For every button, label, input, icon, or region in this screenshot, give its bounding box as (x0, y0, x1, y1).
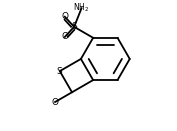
Text: O: O (61, 32, 68, 41)
Text: O: O (52, 97, 59, 107)
Text: NH$_2$: NH$_2$ (73, 2, 90, 15)
Text: S: S (56, 67, 62, 76)
Text: S: S (71, 22, 77, 31)
Text: O: O (61, 12, 68, 21)
